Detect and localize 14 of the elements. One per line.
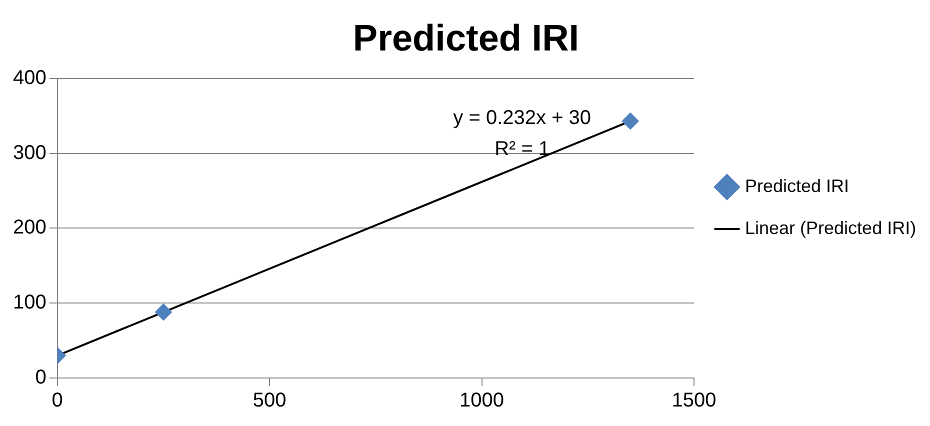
x-tick-label: 0	[52, 390, 63, 412]
annotation: y = 0.232x + 30	[453, 106, 592, 129]
y-tick-label: 0	[35, 366, 46, 389]
x-tick-label: 500	[252, 390, 286, 412]
legend-label: Predicted IRI	[745, 176, 850, 196]
x-tick-label: 1000	[460, 390, 504, 412]
y-tick-label: 300	[12, 142, 46, 164]
y-tick-label: 200	[12, 216, 46, 239]
legend-label: Linear (Predicted IRI)	[745, 218, 916, 238]
y-tick-label: 100	[12, 292, 46, 314]
x-tick-label: 1500	[672, 390, 716, 412]
y-tick-label: 400	[12, 66, 46, 89]
annotation: R² = 1	[494, 138, 550, 160]
chart-title: Predicted IRI	[352, 17, 580, 58]
